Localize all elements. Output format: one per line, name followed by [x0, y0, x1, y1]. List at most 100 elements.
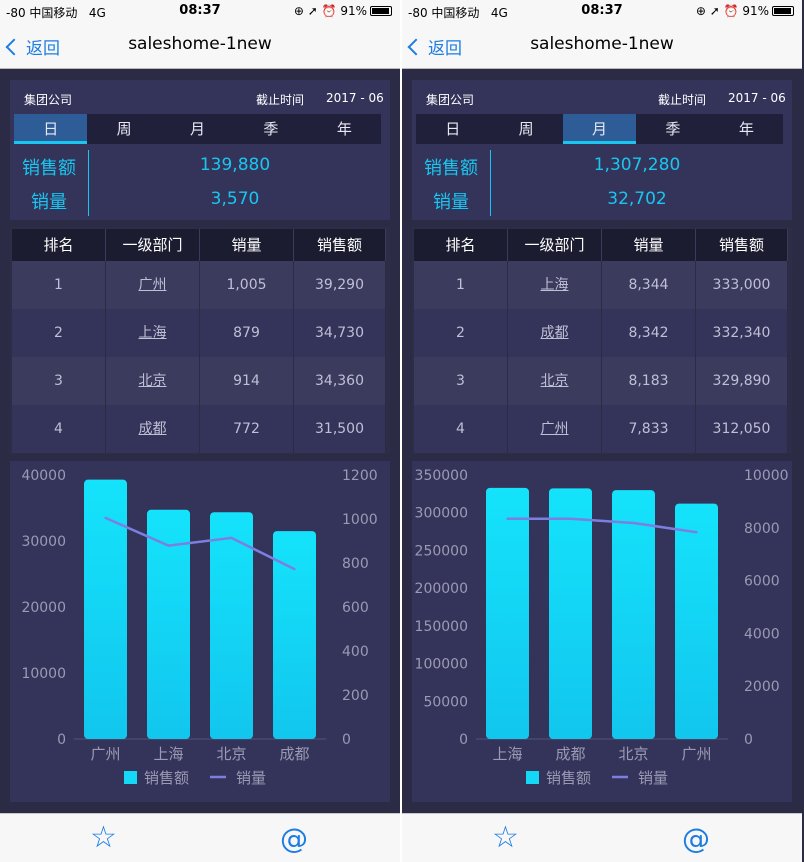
sales-qty-label: 销量 [14, 188, 84, 214]
legend-bar-label: 销售额 [546, 769, 591, 787]
line-point [293, 568, 295, 570]
battery-text: 91% [340, 4, 367, 18]
cell-dept-link[interactable]: 北京 [508, 357, 602, 405]
x-tick-label: 成都 [279, 745, 309, 763]
ranking-table: 排名 一级部门 销量 销售额 1 广州 1,005 39,290 2 上海 87… [10, 227, 390, 454]
y-left-tick-label: 250000 [415, 543, 468, 559]
page-title: saleshome-1new [0, 34, 400, 54]
bottom-tab-bar: ☆ @ [402, 813, 802, 862]
bar-mark [675, 504, 718, 739]
table-row: 3 北京 914 34,360 [12, 357, 386, 405]
table-row: 2 成都 8,342 332,340 [414, 309, 788, 357]
sales-qty-label: 销量 [416, 188, 486, 214]
tab-quarter[interactable]: 季 [636, 114, 709, 144]
combo-chart: 0 10000 20000 30000 40000 0 200 400 600 800 1000 12… [10, 461, 390, 802]
phone-pane: -80 中国移动 4G 08:37 ⊕ ➚ ⏰ 91% 返回 saleshome… [402, 0, 802, 862]
line-point [695, 531, 697, 533]
tab-month[interactable]: 月 [161, 114, 234, 144]
cell-rank: 2 [414, 309, 508, 357]
tab-year[interactable]: 年 [710, 114, 783, 144]
y-right-tick-label: 800 [342, 556, 369, 572]
chart-svg: 0500001000001500002000002500003000003500… [412, 461, 792, 802]
y-right-tick-label: 1000 [342, 512, 378, 528]
sales-qty-value: 3,570 [90, 189, 380, 209]
battery-text: 91% [742, 4, 769, 18]
cell-dept-link[interactable]: 上海 [106, 309, 200, 357]
cell-dept-link[interactable]: 上海 [508, 261, 602, 309]
cell-qty: 772 [200, 405, 294, 453]
cell-amount: 34,730 [294, 309, 386, 357]
y-left-tick-label: 350000 [415, 468, 468, 484]
tab-year[interactable]: 年 [308, 114, 381, 144]
tab-month[interactable]: 月 [563, 114, 636, 144]
y-right-tick-label: 1200 [342, 468, 378, 484]
at-icon[interactable]: @ [280, 822, 308, 855]
bottom-tab-bar: ☆ @ [0, 813, 400, 862]
header-qty: 销量 [200, 229, 294, 261]
company-name: 集团公司 [426, 91, 474, 108]
cell-amount: 39,290 [294, 261, 386, 309]
header-rank: 排名 [12, 229, 106, 261]
y-right-tick-label: 0 [342, 732, 351, 748]
table-row: 4 成都 772 31,500 [12, 405, 386, 453]
sales-amount-value: 1,307,280 [492, 155, 782, 175]
y-right-tick-label: 2000 [744, 679, 780, 695]
at-icon[interactable]: @ [682, 822, 710, 855]
nav-bar: 返回 saleshome-1new [402, 22, 802, 69]
cell-dept-link[interactable]: 广州 [508, 405, 602, 453]
cell-qty: 7,833 [602, 405, 696, 453]
line-point [104, 517, 106, 519]
legend-line-label: 销量 [236, 769, 266, 787]
bar-mark [549, 488, 592, 739]
x-tick-label: 上海 [492, 745, 522, 763]
cell-dept-link[interactable]: 广州 [106, 261, 200, 309]
x-tick-label: 成都 [555, 745, 585, 763]
header-amount: 销售额 [294, 229, 386, 261]
status-bar: -80 中国移动 4G 08:37 ⊕ ➚ ⏰ 91% [0, 0, 400, 22]
legend-line-label: 销量 [638, 769, 668, 787]
bar-mark [486, 488, 529, 739]
y-left-tick-label: 150000 [415, 619, 468, 635]
y-left-tick-label: 200000 [415, 581, 468, 597]
ranking-table: 排名 一级部门 销量 销售额 1 上海 8,344 333,000 2 成都 8… [412, 227, 792, 454]
summary-card: 集团公司 截止时间 2017 - 06 日 周 月 季 年 销售额 139,88… [10, 80, 390, 220]
line-point [506, 518, 508, 520]
cell-qty: 879 [200, 309, 294, 357]
legend-bar-swatch [124, 771, 137, 784]
cell-dept-link[interactable]: 成都 [508, 309, 602, 357]
cell-amount: 31,500 [294, 405, 386, 453]
header-qty: 销量 [602, 229, 696, 261]
x-tick-label: 广州 [681, 745, 711, 763]
y-right-tick-label: 4000 [744, 626, 780, 642]
metric-divider [88, 150, 89, 216]
cell-dept-link[interactable]: 成都 [106, 405, 200, 453]
sales-amount-label: 销售额 [416, 154, 486, 180]
y-left-tick-label: 300000 [415, 506, 468, 522]
y-right-tick-label: 6000 [744, 574, 780, 590]
cell-amount: 329,890 [696, 357, 788, 405]
cell-qty: 1,005 [200, 261, 294, 309]
legend-bar-swatch [526, 771, 539, 784]
tab-day[interactable]: 日 [416, 114, 489, 144]
tab-week[interactable]: 周 [489, 114, 562, 144]
star-icon[interactable]: ☆ [492, 820, 519, 855]
tab-quarter[interactable]: 季 [234, 114, 307, 144]
cell-qty: 8,342 [602, 309, 696, 357]
legend-bar-label: 销售额 [144, 769, 189, 787]
header-dept: 一级部门 [106, 229, 200, 261]
phone-pane: -80 中国移动 4G 08:37 ⊕ ➚ ⏰ 91% 返回 saleshome… [0, 0, 400, 862]
summary-card: 集团公司 截止时间 2017 - 06 日 周 月 季 年 销售额 1,307,… [412, 80, 792, 220]
line-point [167, 544, 169, 546]
line-point [569, 518, 571, 520]
cell-amount: 332,340 [696, 309, 788, 357]
star-icon[interactable]: ☆ [90, 820, 117, 855]
sales-qty-value: 32,702 [492, 189, 782, 209]
tab-day[interactable]: 日 [14, 114, 87, 144]
table-row: 3 北京 8,183 329,890 [414, 357, 788, 405]
cell-amount: 333,000 [696, 261, 788, 309]
cell-dept-link[interactable]: 北京 [106, 357, 200, 405]
tab-week[interactable]: 周 [87, 114, 160, 144]
cell-amount: 34,360 [294, 357, 386, 405]
y-right-tick-label: 200 [342, 688, 369, 704]
line-point [230, 537, 232, 539]
